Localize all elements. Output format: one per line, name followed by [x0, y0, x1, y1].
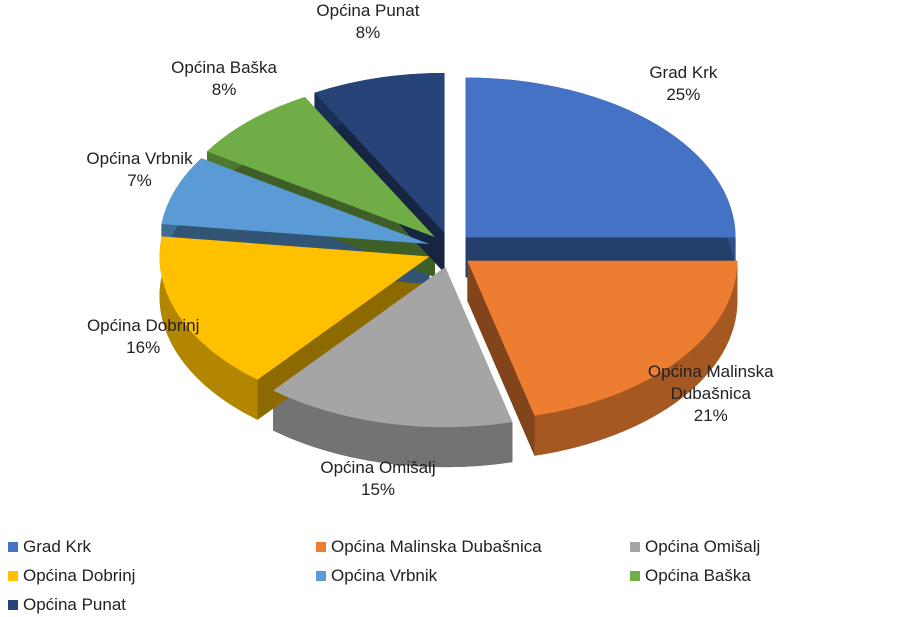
slice	[159, 236, 430, 380]
label-name: Općina Omišalj	[320, 458, 436, 478]
data-label: Općina Baška 8%	[139, 57, 309, 101]
legend-label: Općina Vrbnik	[331, 566, 438, 585]
slice-wall	[467, 260, 535, 456]
legend-swatch	[8, 571, 18, 581]
label-value: 8%	[355, 23, 381, 43]
slice	[206, 96, 435, 238]
legend-item: Grad Krk	[8, 537, 91, 557]
label-name: Općina Punat	[316, 1, 420, 21]
slice-rim	[534, 260, 738, 456]
slice-rim	[159, 236, 258, 420]
legend-item: Općina Dobrinj	[8, 566, 135, 586]
slice	[467, 260, 738, 416]
slice-rim	[273, 390, 513, 468]
legend-label: Općina Dobrinj	[23, 566, 136, 585]
legend-item: Općina Baška	[630, 566, 751, 586]
legend-label: Općina Punat	[23, 595, 127, 614]
data-label: Općina Dobrinj 16%	[58, 315, 228, 359]
label-name: Grad Krk	[649, 62, 718, 82]
legend-label: Grad Krk	[23, 537, 92, 556]
data-label: Općina Vrbnik 7%	[55, 148, 225, 192]
label-value: 15%	[360, 480, 396, 500]
label-value: 16%	[126, 337, 161, 357]
legend-swatch	[630, 542, 640, 552]
label-value: 7%	[127, 171, 152, 191]
legend-item: Općina Punat	[8, 595, 126, 615]
data-label: Grad Krk 25%	[598, 62, 768, 106]
data-label: Općina Omišalj 15%	[293, 457, 463, 501]
label-value: 25%	[666, 84, 701, 104]
label-value: 21%	[693, 406, 728, 426]
slice	[161, 158, 430, 245]
legend-label: Općina Baška	[645, 566, 751, 585]
legend-swatch	[8, 600, 18, 610]
label-name: Općina Dobrinj	[86, 315, 200, 335]
legend-item: Općina Vrbnik	[316, 566, 437, 586]
legend-item: Općina Malinska Dubašnica	[316, 537, 542, 557]
label-value: 8%	[211, 79, 237, 99]
legend-item: Općina Omišalj	[630, 537, 760, 557]
legend-label: Općina Malinska Dubašnica	[331, 537, 542, 556]
legend-label: Općina Omišalj	[645, 537, 761, 556]
label-name: Općina Baška	[171, 57, 278, 77]
label-name: Općina Vrbnik	[86, 149, 193, 169]
slice	[273, 267, 513, 428]
legend-swatch	[316, 571, 326, 581]
data-label: Općina Malinska Dubašnica 21%	[626, 361, 796, 427]
legend-swatch	[630, 571, 640, 581]
legend-swatch	[8, 542, 18, 552]
slice	[314, 72, 445, 233]
slice	[465, 77, 736, 238]
data-label: Općina Punat 8%	[283, 0, 453, 44]
legend-swatch	[316, 542, 326, 552]
label-name: Općina Malinska Dubašnica	[647, 362, 774, 404]
